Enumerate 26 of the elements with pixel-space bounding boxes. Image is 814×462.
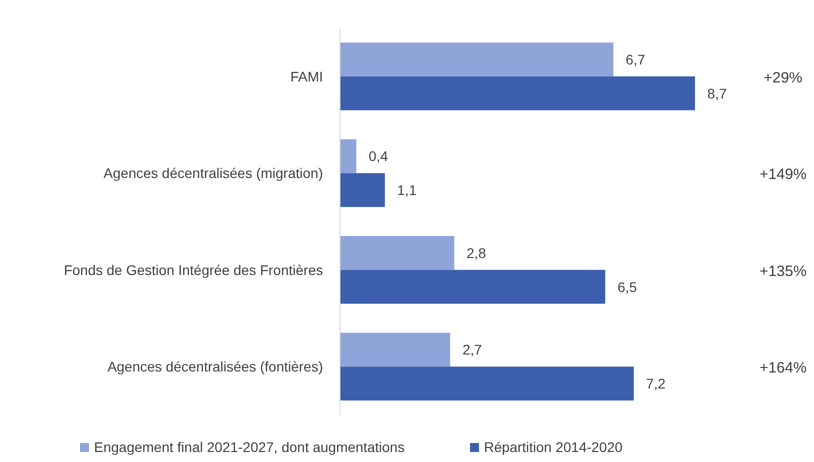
bar	[340, 42, 614, 76]
text: +149%	[759, 166, 807, 184]
data-label: 7,2	[646, 376, 666, 392]
data-label: 0,4	[368, 148, 388, 164]
bar	[340, 76, 695, 110]
legend-label: Répartition 2014-2020	[484, 439, 623, 455]
data-label: 6,7	[626, 51, 646, 68]
data-label: 8,7	[707, 85, 727, 102]
bar	[340, 270, 606, 304]
y-tick-label: Agences décentralisées (migration)	[104, 165, 323, 182]
bar	[340, 332, 450, 367]
y-tick-label: Fonds de Gestion Intégrée des Frontières	[64, 262, 323, 278]
y-tick-label: Agences décentralisées (fontières)	[107, 358, 323, 375]
bar	[340, 236, 454, 270]
bar	[340, 139, 356, 174]
legend-label: Engagement final 2021-2027, dont augmentations	[94, 439, 405, 455]
text: +164%	[759, 360, 807, 377]
text: +135%	[759, 262, 807, 280]
data-label: 6,5	[617, 278, 638, 295]
data-label: 2,8	[466, 244, 486, 261]
text: +29%	[764, 69, 802, 86]
data-label: 1,1	[397, 182, 417, 198]
data-label: 2,7	[462, 342, 482, 358]
bar	[340, 173, 385, 207]
bar	[340, 366, 634, 400]
y-tick-label: FAMI	[290, 68, 323, 84]
